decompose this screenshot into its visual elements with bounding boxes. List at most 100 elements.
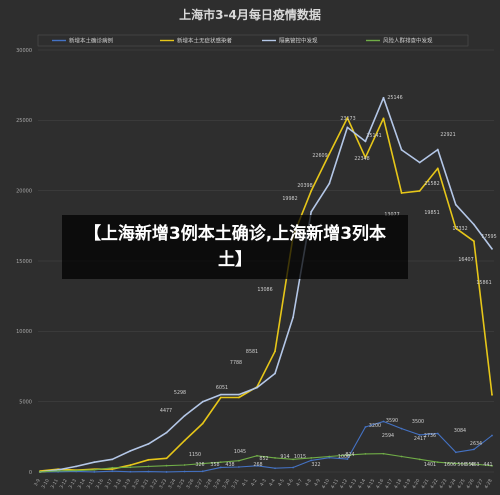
data-label: 268 (253, 462, 262, 468)
x-tick-label: 3-11 (50, 478, 60, 490)
series-point (256, 454, 258, 457)
series-point (75, 465, 78, 468)
series-point (491, 247, 493, 250)
series-point (237, 466, 240, 468)
x-tick-label: 4-22 (429, 478, 439, 490)
data-label: 2736 (424, 433, 436, 439)
legend-box (37, 34, 469, 47)
x-tick-label: 3-10 (40, 478, 50, 490)
x-tick-label: 3-23 (158, 478, 168, 490)
data-label: 1401 (424, 462, 436, 468)
series-point (274, 467, 276, 470)
series-point (400, 148, 403, 151)
y-tick-label: 0 (29, 470, 32, 476)
series-point (400, 427, 403, 430)
x-tick-label: 4-19 (402, 478, 412, 490)
x-tick-label: 4-7 (295, 478, 304, 487)
series-point (491, 434, 493, 437)
data-label: 19982 (282, 196, 297, 202)
series-point (473, 448, 475, 451)
series-point (93, 471, 96, 473)
data-label: 1006 (338, 454, 350, 460)
series-point (491, 393, 493, 396)
legend-entry: 新增本土无症状感染者 (177, 37, 233, 45)
series-point (274, 350, 276, 353)
series-point (454, 451, 457, 454)
x-tick-label: 3-28 (203, 478, 213, 490)
x-tick-label: 4-17 (384, 478, 394, 490)
series-point (256, 464, 258, 467)
series-point (111, 470, 114, 473)
data-label: 17332 (452, 226, 467, 232)
data-label: 463 (470, 462, 479, 468)
series-point (39, 470, 41, 473)
series-point (436, 461, 439, 464)
series-point (346, 458, 349, 461)
series-point (219, 396, 222, 399)
series-point (382, 96, 385, 99)
data-label: 2417 (414, 436, 426, 442)
series-point (400, 192, 403, 194)
data-label: 15861 (476, 280, 491, 286)
data-label: 322 (311, 462, 320, 468)
data-label: 25141 (366, 133, 381, 139)
data-label: 22609 (312, 153, 327, 159)
data-label: 23173 (340, 116, 355, 122)
data-label: 824 (345, 452, 354, 458)
y-tick-label: 25000 (16, 118, 32, 124)
x-tick-label: 4-13 (348, 478, 358, 490)
overlay-text: 【上海新增3例本土确诊,上海新增3列本土】 (83, 224, 387, 270)
x-tick-label: 4-10 (321, 478, 331, 490)
x-tick-label: 4-1 (241, 478, 250, 487)
data-label: 550 (465, 462, 474, 468)
series-point (111, 466, 114, 469)
series-point (418, 434, 421, 436)
overlay-banner: 【上海新增3例本土确诊,上海新增3列本土】 (62, 215, 408, 279)
series-point (436, 148, 439, 151)
x-tick-label: 3-14 (77, 478, 87, 490)
x-tick-label: 4-27 (474, 478, 484, 490)
series-point (237, 459, 240, 462)
x-tick-label: 4-6 (286, 478, 295, 487)
x-tick-label: 4-4 (268, 478, 277, 487)
x-tick-label: 3-30 (221, 478, 231, 490)
series-point (310, 210, 313, 213)
x-tick-label: 3-24 (167, 478, 177, 490)
series-point (473, 463, 475, 465)
data-label: 13086 (257, 287, 272, 293)
x-tick-label: 3-26 (185, 478, 195, 490)
x-tick-label: 3-31 (230, 478, 240, 490)
x-tick-label: 4-18 (393, 478, 403, 490)
series-point (219, 461, 222, 464)
series-line (39, 453, 493, 473)
series-point (219, 466, 222, 469)
data-label: 21582 (424, 181, 439, 187)
legend-entry: 新增本土确诊病例 (69, 37, 114, 45)
x-tick-label: 3-17 (104, 478, 114, 490)
series-point (147, 442, 150, 445)
series-point (328, 182, 331, 185)
data-label: 1015 (294, 454, 306, 460)
series-point (165, 464, 168, 467)
x-tick-label: 3-13 (68, 478, 78, 490)
legend-entry: 隔离管控中发现 (279, 37, 318, 45)
x-tick-label: 4-28 (483, 478, 493, 490)
series-point (256, 386, 258, 389)
legend-entry: 风险人群排查中发现 (383, 37, 433, 45)
data-label: 1045 (234, 449, 246, 455)
data-label: 1150 (189, 452, 201, 458)
y-tick-label: 30000 (16, 48, 32, 54)
series-point (219, 393, 222, 396)
series-point (454, 462, 457, 465)
series-point (201, 400, 204, 403)
series-point (364, 156, 367, 159)
series-point (473, 240, 475, 243)
series-point (364, 426, 367, 428)
series-point (183, 439, 186, 442)
series-point (382, 452, 385, 455)
x-tick-label: 3-15 (86, 478, 96, 490)
data-label: 441 (483, 462, 492, 468)
y-axis: 0 5000 10000 15000 20000 25000 30000 (16, 48, 32, 476)
series-point (129, 466, 132, 469)
x-tick-label: 3-29 (212, 478, 222, 490)
